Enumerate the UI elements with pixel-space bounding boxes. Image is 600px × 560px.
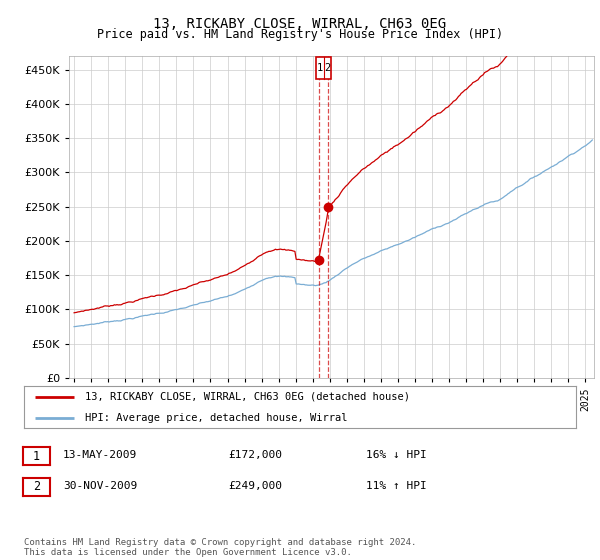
Text: HPI: Average price, detached house, Wirral: HPI: Average price, detached house, Wirr… (85, 413, 347, 423)
Text: 13, RICKABY CLOSE, WIRRAL, CH63 0EG: 13, RICKABY CLOSE, WIRRAL, CH63 0EG (154, 17, 446, 31)
Text: Price paid vs. HM Land Registry's House Price Index (HPI): Price paid vs. HM Land Registry's House … (97, 28, 503, 41)
Text: 2: 2 (324, 63, 331, 73)
Text: £172,000: £172,000 (228, 450, 282, 460)
Text: 2: 2 (33, 480, 40, 493)
Text: 1: 1 (33, 450, 40, 463)
Text: Contains HM Land Registry data © Crown copyright and database right 2024.
This d: Contains HM Land Registry data © Crown c… (24, 538, 416, 557)
Text: 11% ↑ HPI: 11% ↑ HPI (366, 480, 427, 491)
Text: 30-NOV-2009: 30-NOV-2009 (63, 480, 137, 491)
Text: 16% ↓ HPI: 16% ↓ HPI (366, 450, 427, 460)
FancyBboxPatch shape (316, 57, 331, 80)
Text: £249,000: £249,000 (228, 480, 282, 491)
Text: 13-MAY-2009: 13-MAY-2009 (63, 450, 137, 460)
Text: 13, RICKABY CLOSE, WIRRAL, CH63 0EG (detached house): 13, RICKABY CLOSE, WIRRAL, CH63 0EG (det… (85, 392, 410, 402)
Text: 1: 1 (317, 63, 323, 73)
